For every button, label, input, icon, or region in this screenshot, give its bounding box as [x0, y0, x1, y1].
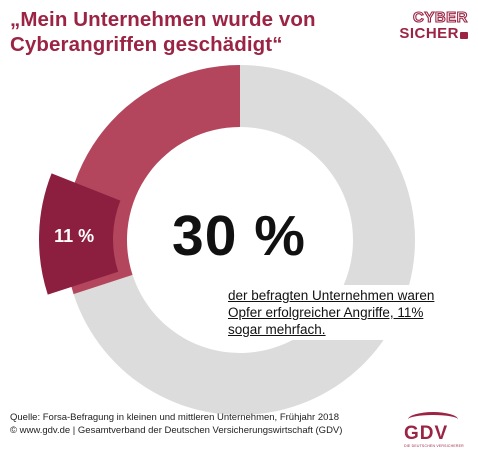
gdv-logo: GDV DIE DEUTSCHEN VERSICHERER — [400, 412, 466, 448]
main-percentage: 30 % — [172, 204, 306, 268]
source-line: Quelle: Forsa-Befragung in kleinen und m… — [10, 412, 339, 423]
logo-line-cyber: CYBER — [412, 9, 468, 26]
copyright-line: © www.gdv.de | Gesamtverband der Deutsch… — [10, 424, 343, 436]
chart-title: „Mein Unternehmen wurde von Cyberangriff… — [10, 8, 316, 56]
annotation-text: der befragten Unternehmen waren Opfer er… — [224, 285, 462, 340]
logo-line-sicher: SICHER — [399, 25, 459, 42]
lock-icon — [460, 32, 468, 39]
cyber-sicher-logo: CYBER SICHER — [399, 9, 468, 42]
source-footer: Quelle: Forsa-Befragung in kleinen und m… — [10, 412, 390, 437]
donut-slice-11 — [39, 173, 121, 295]
slice-label-11: 11 % — [54, 226, 94, 246]
gdv-logo-sub: DIE DEUTSCHEN VERSICHERER — [404, 444, 464, 448]
gdv-logo-word: GDV — [404, 423, 449, 444]
gdv-arc-icon — [408, 412, 458, 427]
